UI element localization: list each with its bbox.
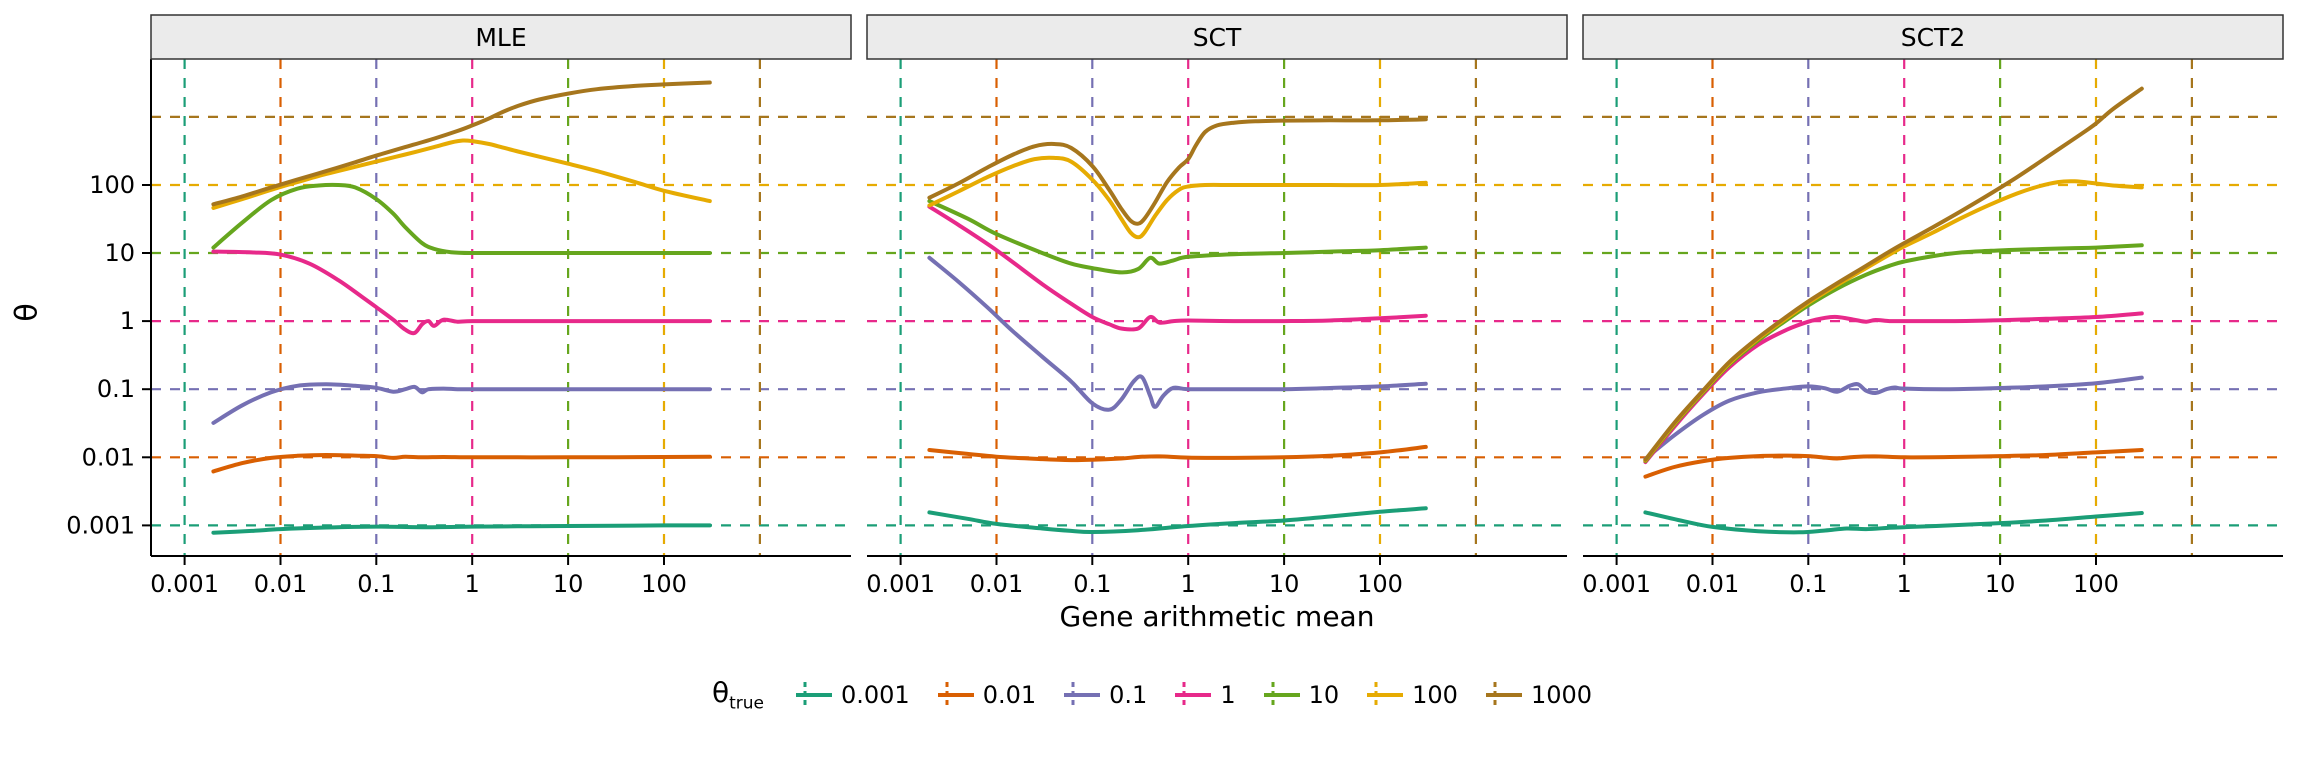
x-tick-label: 0.001 xyxy=(1582,570,1651,598)
curve-theta-true-0.001 xyxy=(1643,510,2144,535)
x-tick-label: 100 xyxy=(641,570,687,598)
curve-theta-true-100 xyxy=(927,155,1428,240)
legend-label: 0.1 xyxy=(1109,680,1148,709)
legend-key-icon xyxy=(1064,681,1101,708)
legend-item-0.001: 0.001 xyxy=(794,680,910,710)
curve-theta-true-1000 xyxy=(927,117,1428,226)
legend-title: θtrue xyxy=(712,676,764,714)
x-tick-label: 0.001 xyxy=(150,570,219,598)
legend-title-symbol: θ xyxy=(711,676,730,709)
y-tick-label: 0.1 xyxy=(97,375,135,403)
facet-panel-SCT2: 0.001 0.01 0.1 1 10 100 xyxy=(1582,59,2283,598)
x-axis-title: Gene arithmetic mean xyxy=(1059,600,1375,633)
x-tick-label: 10 xyxy=(1269,570,1300,598)
legend-items: 0.001 0.01 0.1 1 10 100 1000 xyxy=(794,680,1592,710)
curve-theta-true-10 xyxy=(211,182,712,256)
curve-theta-true-0.01 xyxy=(211,453,712,474)
curve-theta-true-0.1 xyxy=(211,382,712,425)
x-tick-label: 100 xyxy=(2073,570,2119,598)
curve-theta-true-1000 xyxy=(211,80,712,207)
x-tick-label: 1 xyxy=(465,570,480,598)
facet-panel-MLE: 0.001 0.01 0.1 1 10 100 100 10 1 0.1 0.01 0.001 xyxy=(66,59,851,598)
facet-label: SCT2 xyxy=(1901,23,1966,52)
legend-label: 10 xyxy=(1308,680,1340,709)
curve-theta-true-1000 xyxy=(1643,86,2144,462)
facet-label: MLE xyxy=(475,23,526,52)
y-tick-label: 0.001 xyxy=(66,511,135,539)
x-tick-label: 10 xyxy=(1985,570,2016,598)
facet-strip xyxy=(866,14,1568,60)
y-axis-title: θ xyxy=(9,303,45,322)
curve-theta-true-1 xyxy=(927,204,1428,332)
curve-theta-true-0.01 xyxy=(1643,448,2144,479)
x-tick-label: 0.1 xyxy=(1789,570,1827,598)
legend: θtrue 0.001 0.01 0.1 1 10 100 1000 xyxy=(0,676,2304,714)
y-tick-label: 10 xyxy=(104,239,135,267)
curve-theta-true-1 xyxy=(211,249,712,336)
facet-panel-SCT: 0.001 0.01 0.1 1 10 100 xyxy=(866,59,1567,598)
legend-item-0.01: 0.01 xyxy=(936,680,1036,710)
x-tick-label: 0.01 xyxy=(1686,570,1739,598)
curve-theta-true-10 xyxy=(927,199,1428,275)
legend-label: 1000 xyxy=(1530,680,1593,709)
x-tick-label: 0.01 xyxy=(254,570,307,598)
x-tick-label: 1 xyxy=(1181,570,1196,598)
legend-item-10: 10 xyxy=(1262,680,1340,710)
legend-title-sub: true xyxy=(729,693,764,714)
x-tick-label: 0.001 xyxy=(866,570,935,598)
x-tick-label: 10 xyxy=(553,570,584,598)
legend-label: 100 xyxy=(1412,680,1458,709)
facet-strip xyxy=(1582,14,2284,60)
curve-theta-true-0.1 xyxy=(927,255,1428,412)
legend-label: 0.01 xyxy=(982,680,1037,709)
x-tick-label: 1 xyxy=(1897,570,1912,598)
legend-label: 0.001 xyxy=(840,680,910,709)
curve-theta-true-0.1 xyxy=(1643,375,2144,461)
curve-theta-true-0.01 xyxy=(927,444,1428,463)
curve-theta-true-100 xyxy=(211,138,712,210)
legend-item-1: 1 xyxy=(1173,680,1236,710)
curve-theta-true-0.001 xyxy=(211,523,712,535)
facet-label: SCT xyxy=(1193,23,1242,52)
curve-theta-true-10 xyxy=(1643,243,2144,464)
legend-item-1000: 1000 xyxy=(1484,680,1592,710)
y-tick-label: 1 xyxy=(120,307,135,335)
legend-key-icon xyxy=(1175,681,1212,708)
legend-key-icon xyxy=(937,681,974,708)
curve-theta-true-0.001 xyxy=(927,506,1428,535)
legend-item-100: 100 xyxy=(1365,680,1458,710)
x-tick-label: 100 xyxy=(1357,570,1403,598)
y-tick-label: 0.01 xyxy=(82,443,135,471)
legend-key-icon xyxy=(795,681,832,708)
facet-strip xyxy=(150,14,852,60)
x-tick-label: 0.1 xyxy=(1073,570,1111,598)
legend-label: 1 xyxy=(1220,680,1236,709)
y-tick-label: 100 xyxy=(89,171,135,199)
legend-key-icon xyxy=(1367,681,1404,708)
legend-key-icon xyxy=(1263,681,1300,708)
x-tick-label: 0.01 xyxy=(970,570,1023,598)
x-tick-label: 0.1 xyxy=(357,570,395,598)
legend-key-icon xyxy=(1485,681,1522,708)
legend-item-0.1: 0.1 xyxy=(1062,680,1147,710)
